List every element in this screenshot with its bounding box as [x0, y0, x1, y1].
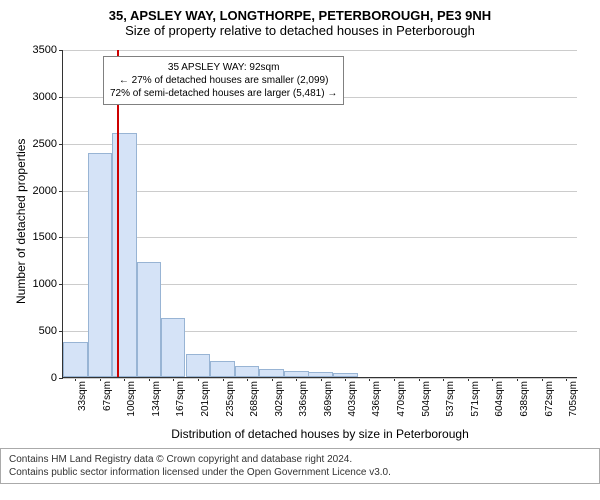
info-line-3: 72% of semi-detached houses are larger (… [110, 87, 337, 100]
x-tick-label: 235sqm [223, 381, 236, 417]
x-tick-label: 571sqm [468, 381, 481, 417]
x-tick-label: 100sqm [124, 381, 137, 417]
x-tick-label: 470sqm [394, 381, 407, 417]
x-tick-label: 504sqm [419, 381, 432, 417]
x-tick-label: 134sqm [149, 381, 162, 417]
chart-title-sub: Size of property relative to detached ho… [0, 23, 600, 44]
histogram-bar [112, 133, 137, 377]
histogram-bar [210, 361, 235, 377]
x-tick-label: 638sqm [517, 381, 530, 417]
x-tick-label: 604sqm [492, 381, 505, 417]
histogram-bar [235, 366, 260, 377]
plot-area: 35 APSLEY WAY: 92sqm ← 27% of detached h… [62, 50, 577, 378]
x-tick-label: 67sqm [100, 381, 113, 411]
histogram-bar [259, 369, 284, 377]
histogram-bar [333, 373, 358, 377]
x-tick-label: 705sqm [566, 381, 579, 417]
footer-attribution: Contains HM Land Registry data © Crown c… [0, 448, 600, 484]
histogram-bar [161, 318, 186, 377]
histogram-bar [284, 371, 309, 377]
x-tick-label: 403sqm [345, 381, 358, 417]
x-tick-label: 268sqm [247, 381, 260, 417]
info-line-2: ← 27% of detached houses are smaller (2,… [110, 74, 337, 87]
histogram-bar [137, 262, 162, 377]
x-tick-label: 369sqm [321, 381, 334, 417]
x-tick-label: 672sqm [542, 381, 555, 417]
histogram-bar [63, 342, 88, 377]
grid-line [63, 144, 577, 145]
histogram-bar [186, 354, 211, 377]
x-tick-label: 167sqm [173, 381, 186, 417]
chart-container: 35, APSLEY WAY, LONGTHORPE, PETERBOROUGH… [0, 0, 600, 500]
x-tick-label: 336sqm [296, 381, 309, 417]
x-tick-label: 302sqm [272, 381, 285, 417]
x-axis-label: Distribution of detached houses by size … [63, 427, 577, 441]
x-tick-label: 436sqm [369, 381, 382, 417]
grid-line [63, 378, 577, 379]
x-tick-label: 33sqm [75, 381, 88, 411]
histogram-bar [88, 153, 113, 377]
chart-title-main: 35, APSLEY WAY, LONGTHORPE, PETERBOROUGH… [0, 0, 600, 23]
histogram-bar [308, 372, 333, 377]
x-tick-label: 201sqm [198, 381, 211, 417]
y-axis-label: Number of detached properties [14, 139, 28, 304]
x-tick-label: 537sqm [443, 381, 456, 417]
info-box: 35 APSLEY WAY: 92sqm ← 27% of detached h… [103, 56, 344, 105]
footer-line-2: Contains public sector information licen… [9, 466, 591, 479]
footer-line-1: Contains HM Land Registry data © Crown c… [9, 453, 591, 466]
grid-line [63, 191, 577, 192]
grid-line [63, 237, 577, 238]
info-line-1: 35 APSLEY WAY: 92sqm [110, 61, 337, 74]
grid-line [63, 50, 577, 51]
